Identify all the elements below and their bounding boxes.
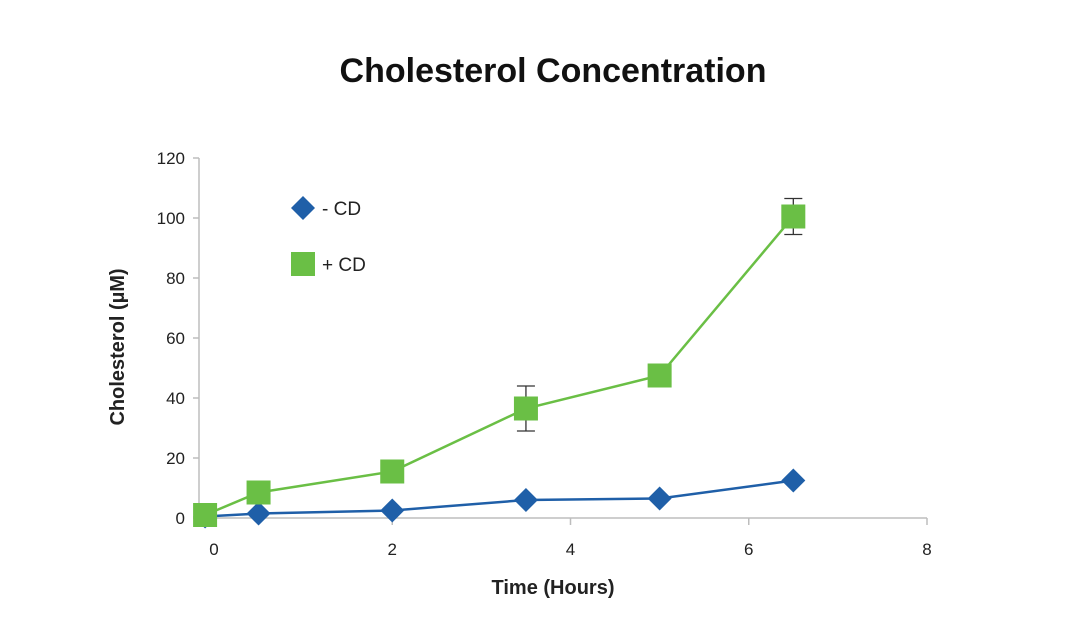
data-point: [193, 503, 218, 527]
series-minus-cd: [193, 468, 806, 529]
y-tick-label: 100: [157, 209, 185, 228]
series-plus-cd: [193, 197, 806, 527]
legend-label: - CD: [322, 199, 361, 220]
data-point: [647, 363, 672, 388]
x-tick-label: 8: [922, 540, 931, 559]
legend-diamond-marker: [291, 196, 315, 220]
data-point: [513, 396, 538, 421]
data-point: [781, 468, 806, 493]
data-point: [647, 486, 672, 511]
series-layer: [193, 197, 806, 529]
x-tick-label: 4: [566, 540, 575, 559]
y-tick-label: 60: [166, 329, 185, 348]
legend: - CD + CD: [291, 196, 366, 276]
legend-square-marker: [291, 252, 315, 276]
x-tick-label: 6: [744, 540, 753, 559]
y-tick-label: 20: [166, 449, 185, 468]
axes: 0 20 40 60 80 100 120 0 2 4 6 8: [157, 149, 932, 559]
y-tick-label: 0: [176, 509, 185, 528]
y-tick-label: 80: [166, 269, 185, 288]
data-point: [246, 480, 271, 505]
data-point: [380, 498, 405, 523]
y-tick-label: 120: [157, 149, 185, 168]
y-axis-title: Cholesterol (µM): [107, 268, 129, 425]
y-ticks: 0 20 40 60 80 100 120: [157, 149, 199, 528]
data-point: [513, 488, 538, 512]
y-tick-label: 40: [166, 389, 185, 408]
legend-item: + CD: [291, 252, 366, 276]
data-point: [380, 459, 405, 484]
data-point: [246, 501, 271, 526]
chart-title: Cholesterol Concentration: [340, 52, 767, 90]
x-tick-label: 2: [388, 540, 397, 559]
data-point: [781, 204, 806, 229]
legend-item: - CD: [291, 196, 361, 220]
legend-label: + CD: [322, 255, 366, 276]
x-tick-label: 0: [209, 540, 218, 559]
x-axis-title: Time (Hours): [492, 577, 615, 599]
x-ticks: 0 2 4 6 8: [209, 518, 932, 559]
